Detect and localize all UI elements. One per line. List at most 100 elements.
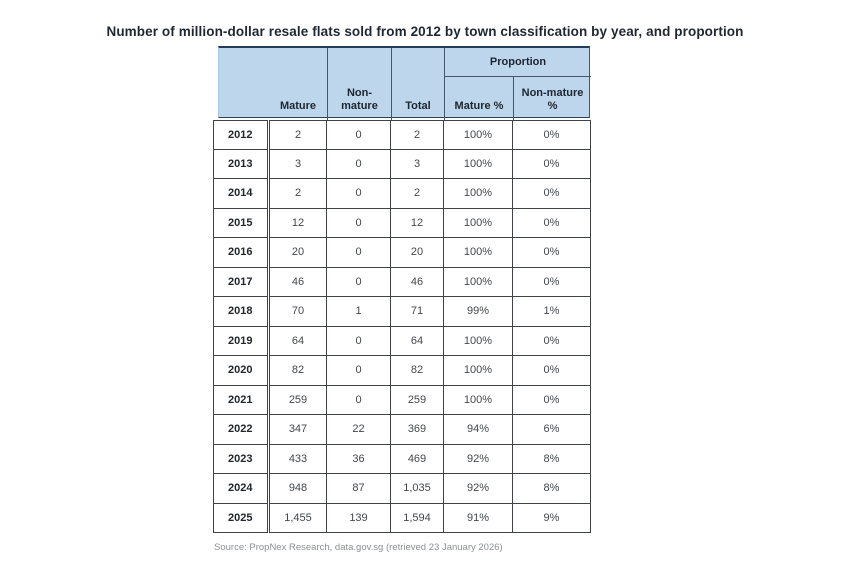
table-row: 2017 46 0 46 100% 0%: [213, 267, 593, 297]
year-cell: 2024: [213, 474, 268, 504]
year-cell: 2025: [213, 503, 268, 533]
mature-pct-cell: 100%: [444, 149, 513, 179]
table-row: 2021 259 0 259 100% 0%: [213, 385, 593, 415]
year-cell: 2021: [213, 385, 268, 415]
mature-cell: 433: [269, 444, 327, 474]
total-cell: 2: [391, 120, 444, 150]
table-row: 2022 347 22 369 94% 6%: [213, 415, 593, 445]
table-row: 2023 433 36 469 92% 8%: [213, 444, 593, 474]
corner-header-cell: [219, 48, 269, 120]
year-cell: 2015: [213, 208, 268, 238]
total-cell: 71: [391, 297, 444, 327]
total-cell: 2: [391, 179, 444, 209]
total-cell: 82: [391, 356, 444, 386]
year-cell: 2016: [213, 238, 268, 268]
table-row: 2013 3 0 3 100% 0%: [213, 149, 593, 179]
non-mature-pct-cell: 0%: [513, 267, 591, 297]
mature-cell: 1,455: [269, 503, 327, 533]
non-mature-pct-cell: 0%: [513, 149, 591, 179]
col-header-mature: Mature: [279, 100, 317, 112]
non-mature-cell: 0: [327, 385, 391, 415]
total-cell: 12: [391, 208, 444, 238]
mature-pct-cell: 91%: [444, 503, 513, 533]
mature-cell: 948: [269, 474, 327, 504]
mature-cell: 82: [269, 356, 327, 386]
col-header-non-mature: Non-mature: [327, 48, 391, 120]
mature-cell: 12: [269, 208, 327, 238]
mature-cell: 20: [269, 238, 327, 268]
non-mature-pct-cell: 0%: [513, 120, 591, 150]
table-row: 2015 12 0 12 100% 0%: [213, 208, 593, 238]
table-row: 2014 2 0 2 100% 0%: [213, 179, 593, 209]
non-mature-pct-cell: 8%: [513, 444, 591, 474]
mature-pct-cell: 100%: [444, 326, 513, 356]
table-header: Mature Non-mature Total Proportion Matur…: [218, 46, 591, 120]
non-mature-cell: 0: [327, 326, 391, 356]
mature-pct-cell: 100%: [444, 385, 513, 415]
non-mature-pct-cell: 1%: [513, 297, 591, 327]
non-mature-pct-cell: 0%: [513, 208, 591, 238]
non-mature-cell: 0: [327, 208, 391, 238]
non-mature-pct-cell: 6%: [513, 415, 591, 445]
mature-pct-cell: 100%: [444, 238, 513, 268]
non-mature-cell: 0: [327, 267, 391, 297]
total-cell: 3: [391, 149, 444, 179]
mature-pct-cell: 100%: [444, 267, 513, 297]
non-mature-cell: 1: [327, 297, 391, 327]
total-cell: 1,594: [391, 503, 444, 533]
non-mature-cell: 22: [327, 415, 391, 445]
non-mature-pct-cell: 0%: [513, 326, 591, 356]
source-note: Source: PropNex Research, data.gov.sg (r…: [214, 542, 503, 553]
table-row: 2016 20 0 20 100% 0%: [213, 238, 593, 268]
mature-pct-cell: 100%: [444, 208, 513, 238]
mature-cell: 3: [269, 149, 327, 179]
total-cell: 46: [391, 267, 444, 297]
mature-pct-cell: 100%: [444, 356, 513, 386]
group-header-proportion: Proportion: [444, 48, 591, 77]
year-cell: 2019: [213, 326, 268, 356]
total-cell: 369: [391, 415, 444, 445]
table-row: 2019 64 0 64 100% 0%: [213, 326, 593, 356]
mature-pct-cell: 94%: [444, 415, 513, 445]
year-cell: 2017: [213, 267, 268, 297]
year-cell: 2023: [213, 444, 268, 474]
mature-cell: 2: [269, 179, 327, 209]
table-row: 2024 948 87 1,035 92% 8%: [213, 474, 593, 504]
mature-cell: 2: [269, 120, 327, 150]
non-mature-cell: 0: [327, 356, 391, 386]
non-mature-pct-cell: 8%: [513, 474, 591, 504]
year-cell: 2018: [213, 297, 268, 327]
col-header-mature-pct: Mature %: [444, 77, 513, 120]
total-cell: 469: [391, 444, 444, 474]
non-mature-pct-cell: 0%: [513, 385, 591, 415]
mature-pct-cell: 100%: [444, 179, 513, 209]
mature-cell: 64: [269, 326, 327, 356]
non-mature-pct-cell: 9%: [513, 503, 591, 533]
non-mature-cell: 139: [327, 503, 391, 533]
total-cell: 259: [391, 385, 444, 415]
total-cell: 64: [391, 326, 444, 356]
page-title: Number of million-dollar resale flats so…: [106, 24, 744, 39]
table-row: 2025 1,455 139 1,594 91% 9%: [213, 503, 593, 533]
col-header-total: Total: [391, 48, 444, 120]
mature-cell: 70: [269, 297, 327, 327]
mature-cell: 259: [269, 385, 327, 415]
non-mature-cell: 0: [327, 179, 391, 209]
mature-pct-cell: 100%: [444, 120, 513, 150]
mature-pct-cell: 92%: [444, 474, 513, 504]
year-cell: 2013: [213, 149, 268, 179]
mature-cell: 347: [269, 415, 327, 445]
mature-cell: 46: [269, 267, 327, 297]
col-header-non-mature-pct: Non-mature %: [513, 77, 591, 120]
year-cell: 2020: [213, 356, 268, 386]
non-mature-pct-cell: 0%: [513, 179, 591, 209]
non-mature-cell: 36: [327, 444, 391, 474]
total-cell: 1,035: [391, 474, 444, 504]
table-row: 2012 2 0 2 100% 0%: [213, 120, 593, 150]
non-mature-cell: 0: [327, 120, 391, 150]
table-body: 2012 2 0 2 100% 0% 2013 3 0 3 100% 0% 20…: [213, 120, 593, 533]
table-row: 2018 70 1 71 99% 1%: [213, 297, 593, 327]
non-mature-cell: 0: [327, 149, 391, 179]
year-cell: 2022: [213, 415, 268, 445]
non-mature-pct-cell: 0%: [513, 238, 591, 268]
